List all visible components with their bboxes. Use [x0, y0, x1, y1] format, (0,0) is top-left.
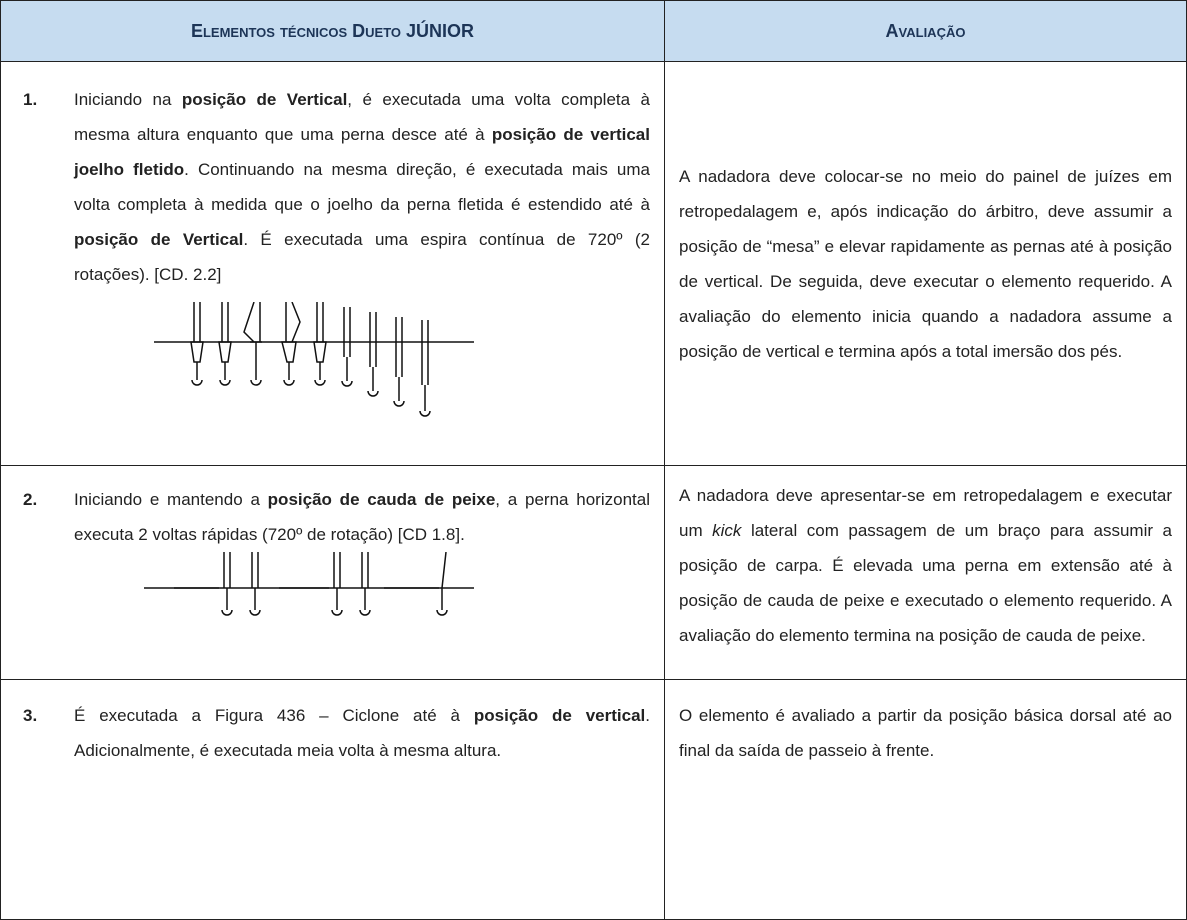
- text-run: kick: [712, 521, 742, 540]
- text-run: É executada a Figura 436 – Ciclone até à: [74, 706, 474, 725]
- element-text: Iniciando na posição de Vertical, é exec…: [74, 82, 650, 292]
- evaluation-text: A nadadora deve apresentar-se em retrope…: [679, 478, 1172, 653]
- element-text: Iniciando e mantendo a posição de cauda …: [74, 482, 650, 552]
- text-run: posição de vertical: [473, 706, 646, 725]
- text-run: A nadadora deve apresentar-se em retrope…: [679, 486, 1172, 540]
- row: 2. Iniciando e mantendo a posição de cau…: [0, 465, 1187, 680]
- text-run: , é executada uma volta completa à mesma…: [74, 90, 650, 144]
- text-run: . Adicionalmente, é executada meia volta…: [74, 706, 650, 760]
- header-cell: Elementos técnicos Dueto JÚNIOR: [0, 0, 665, 62]
- element-cell: 3. É executada a Figura 436 – Ciclone at…: [0, 679, 665, 920]
- element-text: É executada a Figura 436 – Ciclone até à…: [74, 698, 650, 768]
- element-cell: 1. Iniciando na posição de Vertical, é e…: [0, 61, 665, 466]
- text-run: lateral com passagem de um braço para as…: [679, 521, 1172, 645]
- row-number: 3.: [23, 706, 38, 725]
- text-run: posição de Vertical: [181, 90, 348, 109]
- row-number: 1.: [23, 90, 38, 109]
- element-cell: 2. Iniciando e mantendo a posição de cau…: [0, 465, 665, 680]
- figure: [154, 302, 474, 417]
- header-cell: Avaliação: [664, 0, 1187, 62]
- text-run: , a perna horizontal executa 2 voltas rá…: [74, 490, 650, 544]
- text-run: Iniciando e mantendo a: [74, 490, 268, 509]
- row-number: 2.: [23, 490, 38, 509]
- swimmers: [190, 302, 431, 417]
- figure: [144, 552, 474, 616]
- evaluation-cell: O elemento é avaliado a partir da posiçã…: [664, 679, 1187, 920]
- header-row: Elementos técnicos Dueto JÚNIOR Avaliaçã…: [0, 0, 1187, 62]
- text-run: posição de cauda de peixe: [267, 490, 496, 509]
- text-run: O elemento é avaliado a partir da posiçã…: [679, 706, 1172, 760]
- text-run: . Continuando na mesma direção, é execut…: [74, 160, 650, 214]
- text-run: posição de Vertical: [74, 230, 244, 249]
- evaluation-text: O elemento é avaliado a partir da posiçã…: [679, 698, 1172, 768]
- evaluation-text: A nadadora deve colocar-se no meio do pa…: [679, 159, 1172, 369]
- text-run: . É executada uma espira contínua de 720…: [74, 230, 650, 284]
- row: 3. É executada a Figura 436 – Ciclone at…: [0, 679, 1187, 920]
- evaluation-cell: A nadadora deve apresentar-se em retrope…: [664, 465, 1187, 680]
- text-run: posição de vertical joelho fletido: [74, 125, 650, 179]
- text-run: A nadadora deve colocar-se no meio do pa…: [679, 166, 1172, 361]
- row: 1. Iniciando na posição de Vertical, é e…: [0, 61, 1187, 466]
- evaluation-cell: A nadadora deve colocar-se no meio do pa…: [664, 61, 1187, 466]
- text-run: Iniciando na: [74, 90, 182, 109]
